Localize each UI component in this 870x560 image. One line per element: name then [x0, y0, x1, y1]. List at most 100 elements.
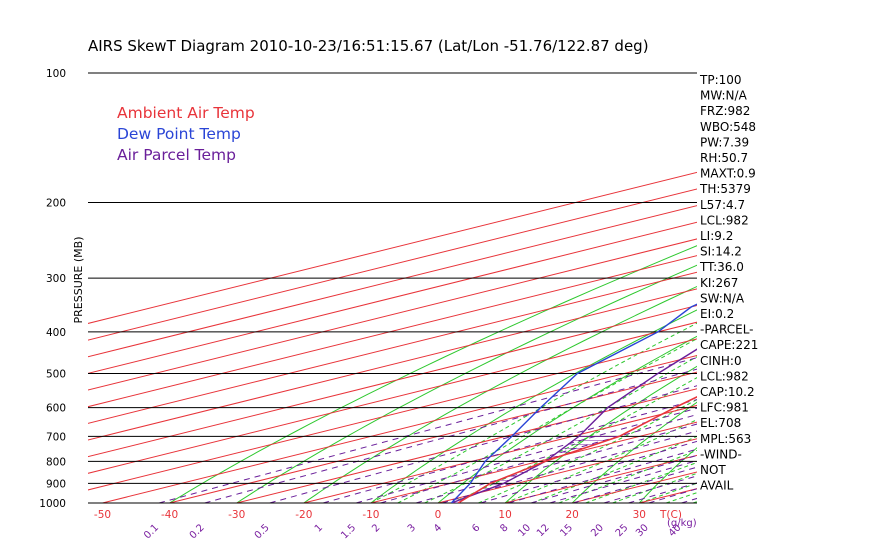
mixing-ratio-label: 2	[370, 522, 382, 534]
legend-entry: Air Parcel Temp	[117, 146, 236, 164]
isotherm	[88, 221, 697, 374]
isotherm	[88, 205, 697, 358]
mixing-ratio-label: 3	[406, 522, 418, 534]
bottom-temp-label: 0	[435, 509, 442, 521]
chart-title: AIRS SkewT Diagram 2010-10-23/16:51:15.6…	[88, 37, 649, 55]
pressure-tick-label: 200	[46, 197, 66, 209]
mixing-ratio-line	[480, 440, 697, 503]
stat-line: TH:5379	[699, 182, 751, 196]
mixing-ratio-label: 1.5	[339, 522, 358, 541]
mixing-ratio-line	[158, 357, 697, 503]
stat-line: CAPE:221	[700, 338, 758, 352]
isotherm	[88, 321, 697, 474]
grid-clip	[88, 73, 870, 503]
mixing-ratio-label: 0.5	[253, 522, 272, 541]
stat-line: EI:0.2	[700, 307, 734, 321]
stat-line: KI:267	[700, 276, 738, 290]
bottom-temp-label: -30	[228, 509, 245, 521]
stat-line: NOT	[700, 463, 726, 477]
pressure-tick-label: 900	[46, 478, 66, 490]
mixing-ratio-label: 1	[313, 522, 325, 534]
mixing-ratio-line	[530, 454, 697, 503]
stat-line: TT:36.0	[699, 260, 744, 274]
bottom-temp-label: -50	[94, 509, 111, 521]
mixing-ratio-line	[508, 448, 697, 503]
pressure-tick-label: 700	[46, 431, 66, 443]
pressure-tick-label: 800	[46, 456, 66, 468]
mixing-ratio-label: 25	[614, 522, 631, 539]
dry-adiabat	[169, 245, 697, 503]
data-layer	[450, 303, 697, 503]
isotherm	[639, 488, 697, 503]
pressure-tick-label: 100	[46, 68, 66, 80]
mixing-ratio-line	[269, 385, 697, 503]
isotherm	[236, 388, 697, 503]
isotherm	[88, 255, 697, 408]
moist-adiabat	[531, 435, 697, 503]
stat-line: PW:7.39	[700, 135, 749, 149]
mixing-ratio-label: 10	[516, 522, 533, 539]
stat-line: LCL:982	[700, 213, 749, 227]
stat-line: SI:14.2	[700, 245, 742, 259]
legend: Ambient Air Temp Dew Point Temp Air Parcel…	[117, 104, 255, 164]
mixing-ratio-label: 0.2	[188, 522, 207, 541]
mixing-ratio-line	[415, 423, 697, 503]
mixing-ratio-line	[441, 430, 697, 503]
stat-line: MPL:563	[700, 432, 751, 446]
stat-line: MW:N/A	[700, 89, 748, 103]
stat-line: LI:9.2	[700, 229, 733, 243]
bottom-temp-label: -40	[161, 509, 178, 521]
dry-adiabat	[841, 73, 870, 503]
isotherm	[88, 238, 697, 391]
mixing-ratio-label: 0.1	[142, 522, 161, 541]
mixing-ratio-label: 12	[535, 522, 552, 539]
isotherm	[88, 271, 697, 424]
isotherm	[504, 454, 697, 503]
bottom-temp-label: 10	[498, 509, 511, 521]
stat-line: RH:50.7	[700, 151, 748, 165]
isotherm	[88, 288, 697, 441]
pressure-tick-label: 600	[46, 403, 66, 415]
moist-adiabat	[478, 398, 697, 503]
dry-adiabat	[370, 309, 697, 503]
stat-line: CINH:0	[700, 354, 742, 368]
dry-adiabat	[236, 264, 697, 503]
isotherm	[303, 404, 697, 503]
parcel-temp-line	[451, 348, 697, 503]
stat-line: L57:4.7	[700, 198, 745, 212]
temp-unit-label: T(C)	[659, 509, 682, 521]
isotherm	[88, 188, 697, 341]
mixing-ratio-label: 6	[470, 522, 482, 534]
bottom-temp-label: -20	[295, 509, 312, 521]
bottom-temp-label: 30	[633, 509, 646, 521]
moist-adiabat	[397, 338, 697, 503]
pressure-tick-label: 300	[46, 273, 66, 285]
ambient-temp-line	[457, 395, 697, 503]
dry-adiabat	[504, 365, 697, 503]
isotherm	[88, 171, 697, 324]
isotherm	[437, 438, 697, 503]
mixing-ratio-line	[322, 399, 697, 503]
moist-adiabat	[424, 356, 697, 503]
isotherm	[88, 338, 697, 491]
stat-line: -WIND-	[700, 447, 742, 461]
dry-adiabat	[638, 447, 697, 503]
isotherm	[169, 371, 697, 503]
bottom-temp-label: 20	[566, 509, 579, 521]
isotherm	[88, 305, 697, 458]
bottom-temp-label: -10	[362, 509, 379, 521]
legend-entry: Dew Point Temp	[117, 125, 241, 143]
mixing-ratio-label: 30	[634, 522, 651, 539]
stat-line: FRZ:982	[700, 104, 750, 118]
mixing-ratio-line	[355, 407, 697, 503]
mixing-ratio-label: 4	[432, 522, 444, 534]
y-axis-label: PRESSURE (MB)	[72, 237, 85, 324]
dew-point-line	[450, 303, 697, 503]
moist-adiabat	[370, 322, 697, 503]
mixing-ratio-label: 15	[558, 522, 575, 539]
stat-line: AVAIL	[700, 479, 734, 493]
moist-adiabat	[665, 492, 697, 503]
mixing-ratio-line	[204, 368, 697, 503]
